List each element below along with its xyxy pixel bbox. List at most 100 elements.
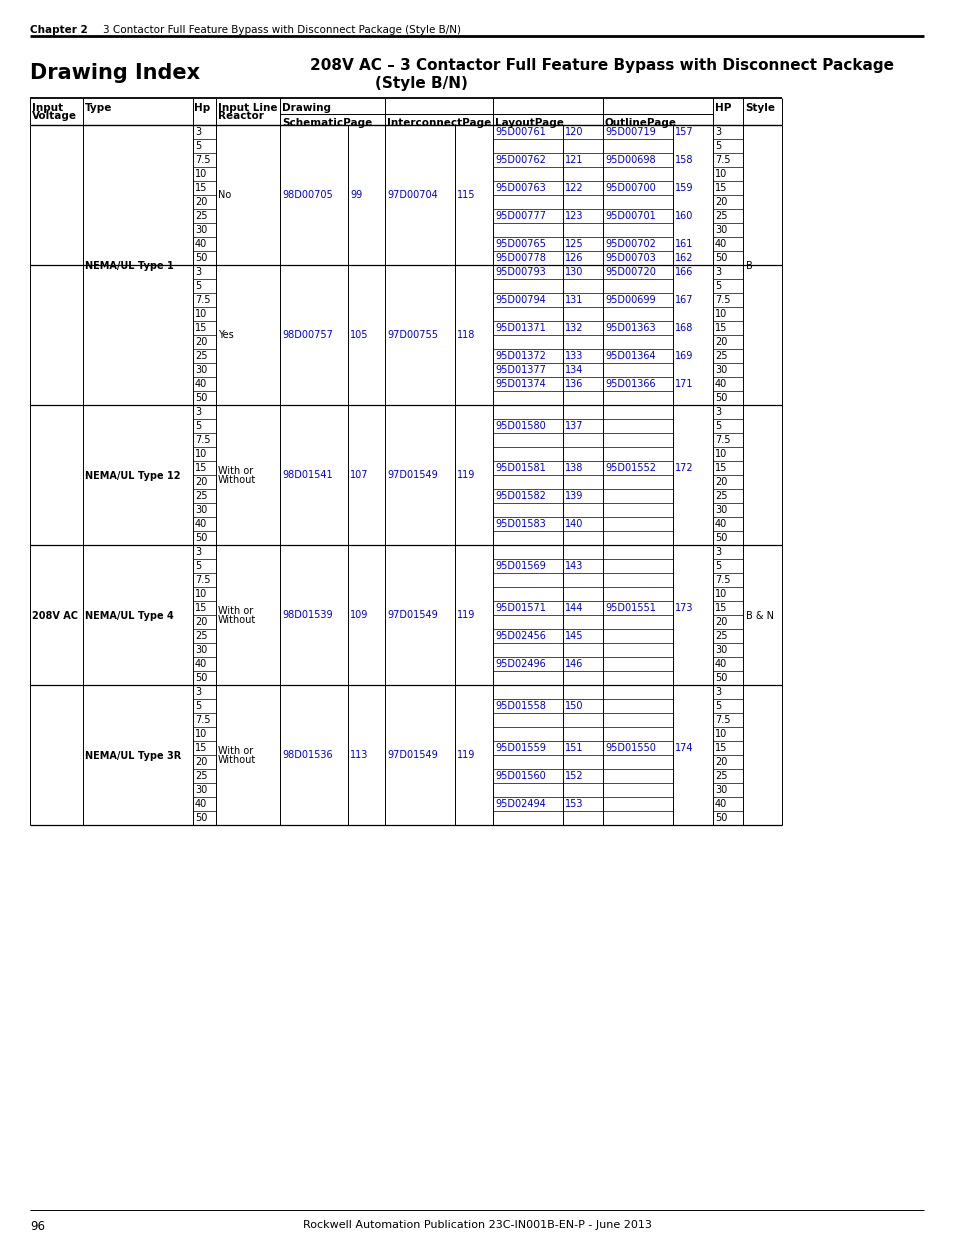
Text: 40: 40 <box>714 519 726 529</box>
Text: Input: Input <box>32 103 63 112</box>
Text: With or: With or <box>218 606 253 616</box>
Text: No: No <box>218 190 231 200</box>
Text: 143: 143 <box>564 561 583 571</box>
Text: 5: 5 <box>194 282 201 291</box>
Text: 95D01371: 95D01371 <box>495 324 545 333</box>
Text: 160: 160 <box>675 211 693 221</box>
Text: 15: 15 <box>194 463 207 473</box>
Text: Without: Without <box>218 615 256 625</box>
Text: 5: 5 <box>194 701 201 711</box>
Text: 95D00762: 95D00762 <box>495 156 545 165</box>
Text: 30: 30 <box>194 366 207 375</box>
Text: 7.5: 7.5 <box>194 156 211 165</box>
Text: 25: 25 <box>194 771 208 781</box>
Text: 98D01536: 98D01536 <box>282 750 333 760</box>
Text: 25: 25 <box>714 351 727 361</box>
Text: 40: 40 <box>714 379 726 389</box>
Text: 3: 3 <box>194 687 201 697</box>
Text: 7.5: 7.5 <box>194 295 211 305</box>
Text: 96: 96 <box>30 1220 45 1233</box>
Text: 166: 166 <box>675 267 693 277</box>
Text: 5: 5 <box>194 421 201 431</box>
Text: 95D02456: 95D02456 <box>495 631 545 641</box>
Text: 95D01374: 95D01374 <box>495 379 545 389</box>
Text: 95D01363: 95D01363 <box>604 324 655 333</box>
Text: 25: 25 <box>714 211 727 221</box>
Text: 50: 50 <box>714 673 726 683</box>
Text: 3: 3 <box>714 687 720 697</box>
Text: 3: 3 <box>194 547 201 557</box>
Text: 174: 174 <box>675 743 693 753</box>
Text: 95D01364: 95D01364 <box>604 351 655 361</box>
Text: 10: 10 <box>714 169 726 179</box>
Text: 97D00704: 97D00704 <box>387 190 437 200</box>
Text: 208V AC: 208V AC <box>32 611 78 621</box>
Text: 95D00703: 95D00703 <box>604 253 655 263</box>
Text: 95D02494: 95D02494 <box>495 799 545 809</box>
Text: 140: 140 <box>564 519 583 529</box>
Text: 10: 10 <box>194 729 207 739</box>
Text: 95D00778: 95D00778 <box>495 253 545 263</box>
Text: 109: 109 <box>350 610 368 620</box>
Text: 131: 131 <box>564 295 583 305</box>
Text: Chapter 2: Chapter 2 <box>30 25 88 35</box>
Text: NEMA/UL Type 4: NEMA/UL Type 4 <box>85 611 173 621</box>
Text: 30: 30 <box>714 785 726 795</box>
Text: 137: 137 <box>564 421 583 431</box>
Text: 20: 20 <box>714 337 726 347</box>
Text: 3: 3 <box>714 408 720 417</box>
Text: 97D01549: 97D01549 <box>387 471 437 480</box>
Text: 139: 139 <box>564 492 583 501</box>
Text: 25: 25 <box>194 211 208 221</box>
Text: Yes: Yes <box>218 331 233 341</box>
Text: SchematicPage: SchematicPage <box>282 119 372 128</box>
Text: 30: 30 <box>714 645 726 655</box>
Text: 20: 20 <box>194 198 207 207</box>
Text: 122: 122 <box>564 183 583 193</box>
Text: 5: 5 <box>714 701 720 711</box>
Text: Without: Without <box>218 755 256 764</box>
Text: 7.5: 7.5 <box>714 576 730 585</box>
Text: LayoutPage: LayoutPage <box>495 119 563 128</box>
Text: 97D01549: 97D01549 <box>387 610 437 620</box>
Text: 159: 159 <box>675 183 693 193</box>
Text: 15: 15 <box>714 183 726 193</box>
Text: 25: 25 <box>194 351 208 361</box>
Text: 98D01539: 98D01539 <box>282 610 333 620</box>
Text: 130: 130 <box>564 267 583 277</box>
Text: 168: 168 <box>675 324 693 333</box>
Text: 20: 20 <box>194 757 207 767</box>
Text: 15: 15 <box>714 603 726 613</box>
Text: 95D00794: 95D00794 <box>495 295 545 305</box>
Text: 95D00763: 95D00763 <box>495 183 545 193</box>
Text: 120: 120 <box>564 127 583 137</box>
Text: Hp: Hp <box>193 103 210 112</box>
Text: 119: 119 <box>456 750 475 760</box>
Text: 95D01582: 95D01582 <box>495 492 545 501</box>
Text: Rockwell Automation Publication 23C-IN001B-EN-P - June 2013: Rockwell Automation Publication 23C-IN00… <box>302 1220 651 1230</box>
Text: 157: 157 <box>675 127 693 137</box>
Text: 10: 10 <box>194 450 207 459</box>
Text: 95D01571: 95D01571 <box>495 603 545 613</box>
Text: 115: 115 <box>456 190 475 200</box>
Text: 171: 171 <box>675 379 693 389</box>
Text: 20: 20 <box>194 618 207 627</box>
Text: 138: 138 <box>564 463 583 473</box>
Text: 7.5: 7.5 <box>194 576 211 585</box>
Text: 20: 20 <box>194 477 207 487</box>
Text: NEMA/UL Type 3R: NEMA/UL Type 3R <box>85 751 181 761</box>
Text: 95D02496: 95D02496 <box>495 659 545 669</box>
Text: 145: 145 <box>564 631 583 641</box>
Text: 95D00698: 95D00698 <box>604 156 655 165</box>
Text: 7.5: 7.5 <box>194 435 211 445</box>
Text: 132: 132 <box>564 324 583 333</box>
Text: 50: 50 <box>714 393 726 403</box>
Text: 95D01377: 95D01377 <box>495 366 545 375</box>
Text: Input Line: Input Line <box>218 103 277 112</box>
Text: 50: 50 <box>194 534 207 543</box>
Text: 162: 162 <box>675 253 693 263</box>
Text: 30: 30 <box>194 785 207 795</box>
Text: HP: HP <box>714 103 731 112</box>
Text: 30: 30 <box>194 505 207 515</box>
Text: 95D00699: 95D00699 <box>604 295 655 305</box>
